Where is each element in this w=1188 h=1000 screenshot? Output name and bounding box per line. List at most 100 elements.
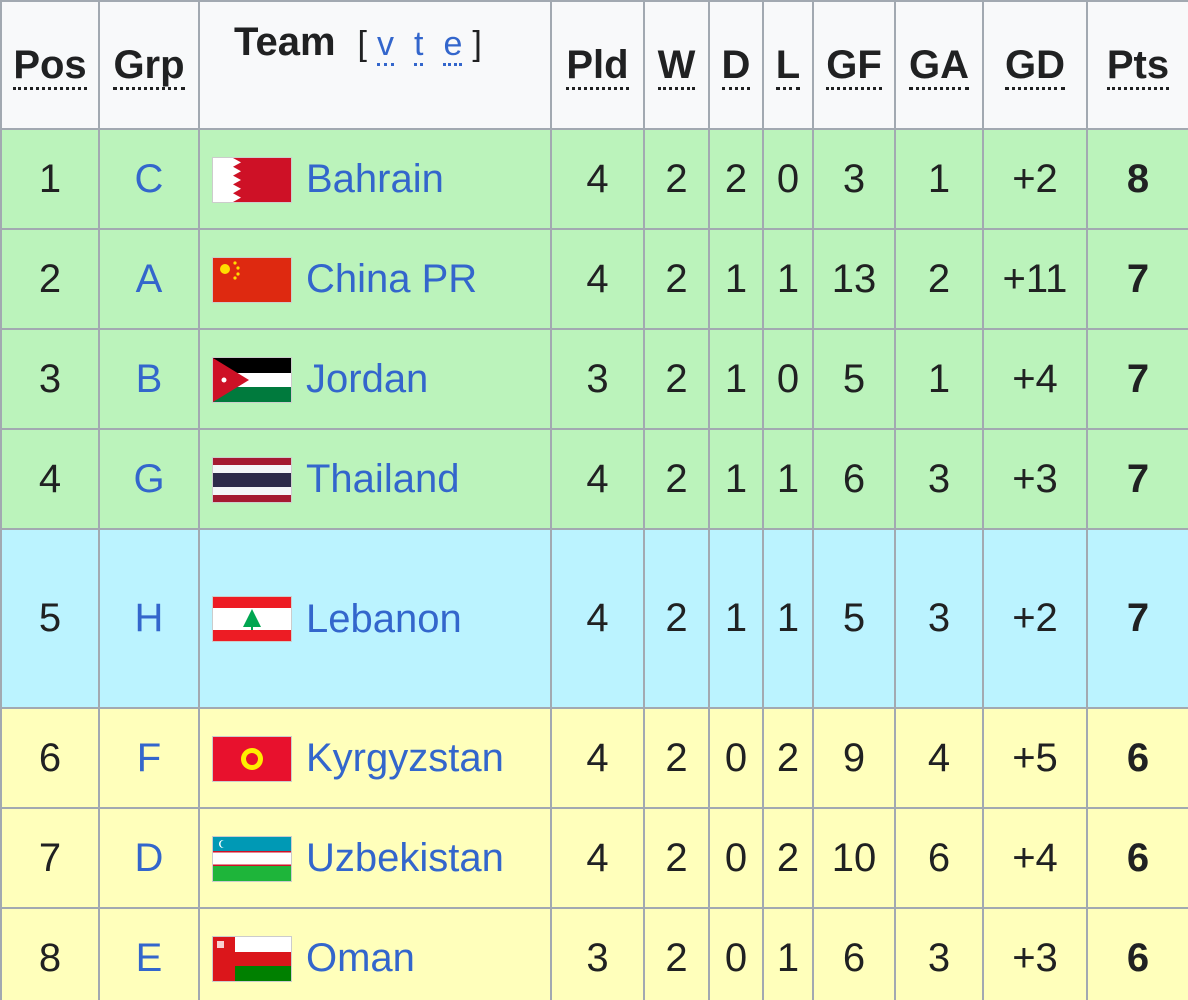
table-cell: +5 <box>982 707 1088 809</box>
column-header: L <box>762 0 814 130</box>
flag <box>212 735 292 782</box>
table-row: 6 F Kyrgyzstan 4 2 0 2 9 4 +5 6 <box>0 707 1188 809</box>
table-cell: 2 <box>643 907 710 1000</box>
cell-text: 0 <box>724 835 748 880</box>
column-header: GA <box>894 0 984 130</box>
team-link[interactable]: Thailand <box>306 457 460 502</box>
table-cell: 1 <box>708 328 764 430</box>
vte-link[interactable]: v <box>376 25 394 66</box>
table-cell: Oman <box>198 907 552 1000</box>
cell-text: 3 <box>38 356 62 401</box>
vte-link[interactable]: e <box>443 25 463 66</box>
table-cell: C <box>98 128 200 230</box>
cell-text: 5 <box>842 356 866 401</box>
cell-text: 1 <box>724 256 748 301</box>
cell-text: 2 <box>665 256 688 301</box>
team-link[interactable]: Lebanon <box>306 596 462 641</box>
table-cell: 2 <box>643 128 710 230</box>
table-cell: 5 <box>812 328 896 430</box>
cell-text: 6 <box>1126 835 1150 880</box>
column-header-text: Pld <box>566 42 629 90</box>
table-cell: China PR <box>198 228 552 330</box>
cell-text: H <box>134 596 164 640</box>
table-cell: 1 <box>708 428 764 530</box>
table-cell: 0 <box>708 807 764 909</box>
cell-text: 4 <box>586 156 609 201</box>
cell-text: 1 <box>724 596 748 640</box>
table-cell: 2 <box>643 707 710 809</box>
table-cell: 2 <box>762 807 814 909</box>
table-cell: 5 <box>812 528 896 709</box>
cell-text: 10 <box>831 835 877 880</box>
table-cell: Bahrain <box>198 128 552 230</box>
bracket: [ <box>357 25 367 63</box>
cell-text: G <box>133 456 165 501</box>
table-row: 2 A China PR 4 2 1 1 13 2 +11 7 <box>0 228 1188 330</box>
table-cell: 7 <box>1086 228 1188 330</box>
table-cell: 1 <box>0 128 100 230</box>
table-cell: Jordan <box>198 328 552 430</box>
table-cell: 2 <box>762 707 814 809</box>
cell-text: 6 <box>842 935 866 980</box>
cell-text: A <box>135 256 163 301</box>
cell-text: +4 <box>1012 356 1058 401</box>
table-cell: 2 <box>643 228 710 330</box>
table-row: 1 C Bahrain 4 2 2 0 3 1 +2 8 <box>0 128 1188 230</box>
table-cell: Kyrgyzstan <box>198 707 552 809</box>
table-row: 3 B Jordan 3 2 1 0 5 1 +4 7 <box>0 328 1188 430</box>
cell-text: 2 <box>665 456 688 501</box>
team-link[interactable]: China PR <box>306 257 478 302</box>
table-cell: 9 <box>812 707 896 809</box>
table-cell: Lebanon <box>198 528 552 709</box>
cell-text: 0 <box>776 356 800 401</box>
cell-text: 9 <box>842 735 866 780</box>
table-row: 5 H Lebanon 4 2 1 1 5 3 +2 7 <box>0 528 1188 709</box>
column-header-text: D <box>721 42 751 90</box>
table-cell: 4 <box>550 428 645 530</box>
table-cell: +2 <box>982 128 1088 230</box>
table-cell: 1 <box>708 228 764 330</box>
table-cell: 0 <box>708 907 764 1000</box>
cell-text: 1 <box>927 356 951 401</box>
team-link[interactable]: Bahrain <box>306 157 444 202</box>
table-row: 8 E Oman 3 2 0 1 6 3 +3 6 <box>0 907 1188 1000</box>
team-link[interactable]: Uzbekistan <box>306 836 504 881</box>
cell-text: +2 <box>1012 596 1058 640</box>
cell-text: E <box>135 935 163 980</box>
cell-text: 1 <box>776 456 800 501</box>
cell-text: 2 <box>38 256 62 301</box>
cell-text: 3 <box>842 156 866 201</box>
column-header: GF <box>812 0 896 130</box>
cell-text: 8 <box>1126 156 1150 201</box>
cell-text: 7 <box>1126 356 1150 401</box>
column-header: Team [v t e] <box>198 0 552 130</box>
cell-text: 2 <box>776 835 800 880</box>
column-header-text: Team <box>234 20 336 64</box>
team-link[interactable]: Oman <box>306 936 415 981</box>
cell-text: 0 <box>724 935 748 980</box>
cell-text: 3 <box>927 935 951 980</box>
flag <box>212 456 292 503</box>
table-cell: 2 <box>708 128 764 230</box>
table-cell: 6 <box>0 707 100 809</box>
cell-text: 2 <box>665 935 688 980</box>
header-row: Pos Grp Team [v t e] Pld W D L GF GA GD Pts <box>0 0 1188 130</box>
cell-text: 7 <box>1126 456 1150 501</box>
cell-text: +3 <box>1012 935 1058 980</box>
team-link[interactable]: Jordan <box>306 357 429 402</box>
cell-text: 2 <box>665 835 688 880</box>
table-cell: +3 <box>982 907 1088 1000</box>
cell-text: 7 <box>1126 596 1150 640</box>
cell-text: 1 <box>724 356 748 401</box>
cell-text: 7 <box>38 835 62 880</box>
table-cell: F <box>98 707 200 809</box>
table-cell: 4 <box>550 707 645 809</box>
table-cell: 1 <box>762 428 814 530</box>
table-cell: 6 <box>1086 907 1188 1000</box>
cell-text: 4 <box>586 596 609 640</box>
table-cell: 7 <box>0 807 100 909</box>
vte-link[interactable]: t <box>413 25 424 66</box>
column-header: Pts <box>1086 0 1188 130</box>
team-link[interactable]: Kyrgyzstan <box>306 736 504 781</box>
cell-text: 6 <box>1126 735 1150 780</box>
